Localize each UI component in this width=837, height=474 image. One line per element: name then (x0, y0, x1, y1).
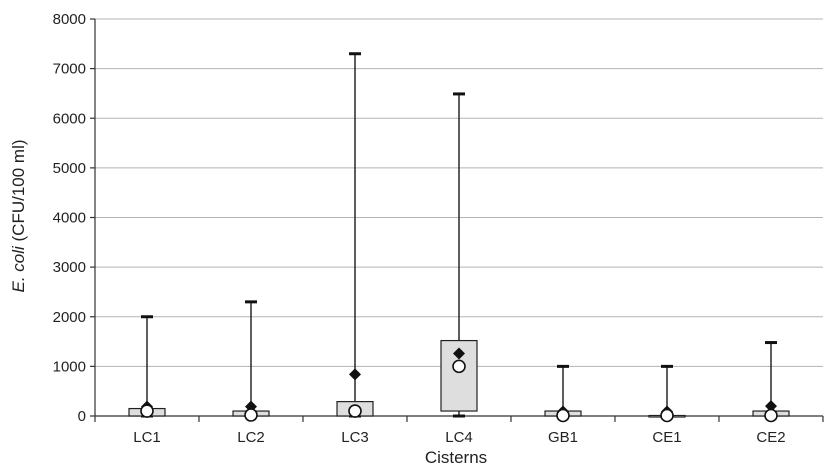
y-axis-title-rest: (CFU/100 ml) (9, 139, 28, 246)
box-group-ce1 (648, 364, 686, 423)
mean-marker (453, 347, 465, 360)
median-marker (660, 408, 674, 423)
box-group-ce2 (752, 341, 790, 423)
axes (90, 18, 824, 422)
y-tick-label: 3000 (53, 259, 86, 276)
median-marker (764, 408, 778, 423)
x-tick-label: GB1 (548, 429, 578, 446)
y-tick-label: 7000 (53, 61, 86, 78)
median-marker (140, 404, 154, 418)
mean-marker (349, 368, 361, 381)
x-tick-label: CE2 (756, 429, 785, 446)
y-tick-label: 8000 (53, 11, 86, 28)
y-tick-label: 5000 (53, 160, 86, 177)
x-tick-label: CE1 (652, 429, 681, 446)
y-axis-title: E. coli (CFU/100 ml) (9, 139, 28, 292)
box-group-lc3 (336, 52, 374, 418)
mean-marker (765, 400, 777, 413)
median-marker (452, 359, 466, 374)
x-tick-label: LC3 (341, 429, 369, 446)
box-group-lc4 (440, 92, 478, 418)
y-tick-label: 1000 (53, 358, 86, 375)
y-tick-label: 2000 (53, 309, 86, 326)
median-marker (556, 408, 570, 423)
median-marker (348, 404, 362, 418)
box-group-lc2 (232, 300, 270, 422)
x-tick-label: LC1 (133, 429, 161, 446)
x-tick-label: LC2 (237, 429, 265, 446)
x-axis-title: Cisterns (425, 448, 487, 467)
y-tick-label: 0 (78, 408, 86, 425)
median-marker (244, 408, 258, 422)
box-group-lc1 (128, 315, 166, 418)
box-group-gb1 (544, 364, 582, 423)
box-marks (128, 52, 790, 423)
y-tick-label: 6000 (53, 110, 86, 127)
y-axis-title-italic: E. coli (9, 245, 28, 293)
y-tick-label: 4000 (53, 210, 86, 227)
tick-labels: 0 1000 2000 3000 4000 5000 6000 7000 8000 LC1 LC2 L… (53, 11, 786, 446)
x-tick-label: LC4 (445, 429, 473, 446)
